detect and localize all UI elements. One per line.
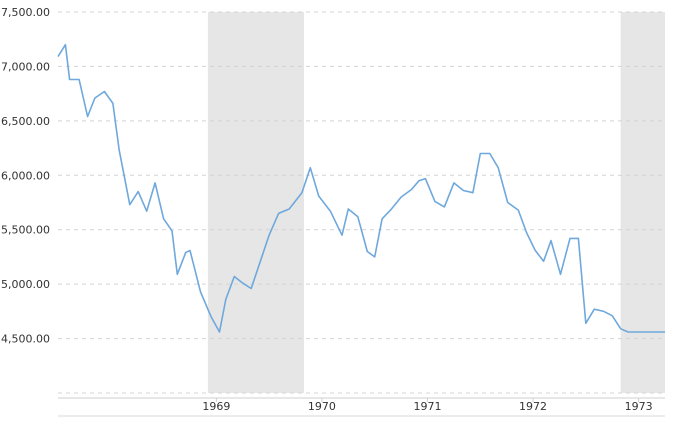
y-tick-label: 7,000.00 [1,60,50,73]
y-tick-label: 6,000.00 [1,169,50,182]
y-tick-label: 5,000.00 [1,278,50,291]
shaded-periods [207,12,665,393]
shaded-period-1 [620,12,665,393]
x-axis [58,397,665,417]
x-tick-label: 1972 [519,400,547,413]
x-tick-label: 1971 [413,400,441,413]
y-tick-label: 5,500.00 [1,224,50,237]
y-tick-label: 4,500.00 [1,333,50,346]
x-axis-labels: 1969 1970 1971 1972 1973 [202,400,652,413]
y-axis-labels: 4,500.00 5,000.00 5,500.00 6,000.00 6,500.00… [1,6,50,346]
shaded-period-0 [207,12,304,393]
x-tick-label: 1970 [308,400,336,413]
y-tick-label: 7,500.00 [1,6,50,19]
series-line [57,43,665,333]
x-tick-label: 1973 [625,400,653,413]
y-tick-label: 6,500.00 [1,115,50,128]
gridlines [58,11,665,394]
x-tick-label: 1969 [202,400,230,413]
